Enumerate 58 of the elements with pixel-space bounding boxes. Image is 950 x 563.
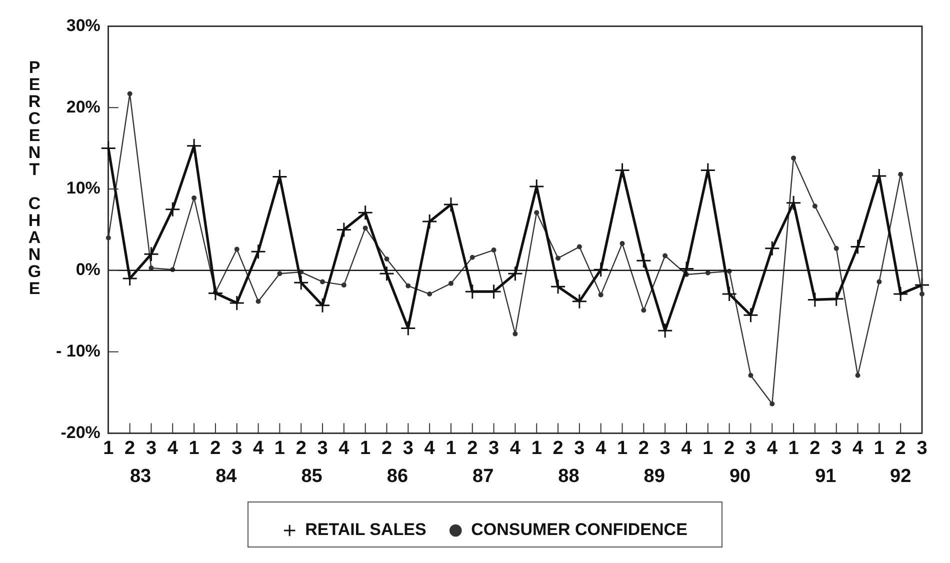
x-tick-label: 4	[596, 438, 607, 459]
x-tick-label: 1	[103, 438, 114, 459]
text: 87	[472, 466, 494, 487]
x-tick-label: 3	[317, 438, 328, 459]
y-tick-label: -20%	[60, 422, 100, 442]
x-tick-label: 1	[274, 438, 286, 459]
x-tick-label: 4	[252, 438, 264, 459]
x-tick-label: 3	[831, 438, 842, 459]
x-tick-label: 2	[210, 438, 221, 459]
text: 86	[386, 466, 408, 487]
x-tick-label: 1	[616, 438, 628, 459]
x-tick-label: 1	[702, 438, 714, 459]
x-tick-label: 4	[852, 438, 864, 459]
x-tick-label: 3	[916, 438, 928, 459]
x-tick-label: 1	[446, 438, 457, 459]
x-tick-label: 3	[232, 438, 242, 459]
legend-label: CONSUMER CONFIDENCE	[471, 520, 688, 540]
x-tick-label: 4	[338, 438, 350, 459]
x-tick-label: 1	[874, 438, 885, 459]
text: 92	[890, 466, 912, 487]
x-tick-label: 4	[167, 438, 178, 459]
text: 84	[216, 466, 238, 487]
y-tick-label: 10%	[66, 178, 100, 198]
x-tick-label: 4	[424, 438, 436, 459]
x-tick-label: 3	[488, 438, 500, 459]
x-tick-label: 3	[745, 438, 756, 459]
y-tick-label: - 10%	[56, 341, 100, 360]
x-tick-label: 2	[810, 438, 820, 459]
x-tick-label: 2	[895, 438, 906, 459]
y-tick-label: 30%	[66, 16, 100, 35]
x-tick-label: 4	[510, 438, 521, 459]
y-tick-label: 20%	[66, 97, 100, 116]
y-tick-label: 0%	[76, 260, 100, 280]
text: 85	[301, 466, 323, 487]
text: 83	[130, 466, 152, 487]
x-tick-label: 2	[724, 438, 735, 459]
x-tick-label: 2	[638, 438, 649, 459]
x-tick-label: 2	[296, 438, 306, 459]
text: 88	[558, 466, 580, 487]
x-tick-label: 2	[124, 438, 136, 459]
x-tick-label: 3	[660, 438, 670, 459]
x-tick-label: 1	[360, 438, 372, 459]
x-tick-label: 1	[188, 438, 200, 459]
x-tick-label: 3	[574, 438, 585, 459]
x-tick-label: 4	[681, 438, 692, 459]
x-tick-label: 2	[381, 438, 392, 459]
x-tick-label: 3	[402, 438, 414, 459]
legend-label: RETAIL SALES	[305, 520, 426, 540]
x-tick-label: 2	[552, 438, 564, 459]
text: 90	[729, 466, 751, 487]
y-axis-title: PERCENT CHANGE	[24, 57, 44, 296]
x-tick-label: 4	[766, 438, 778, 459]
x-tick-label: 3	[146, 438, 157, 459]
text: 89	[644, 466, 665, 487]
x-tick-label: 1	[788, 438, 800, 459]
text: 91	[815, 466, 837, 487]
x-tick-label: 1	[531, 438, 542, 459]
x-tick-label: 2	[467, 438, 478, 459]
